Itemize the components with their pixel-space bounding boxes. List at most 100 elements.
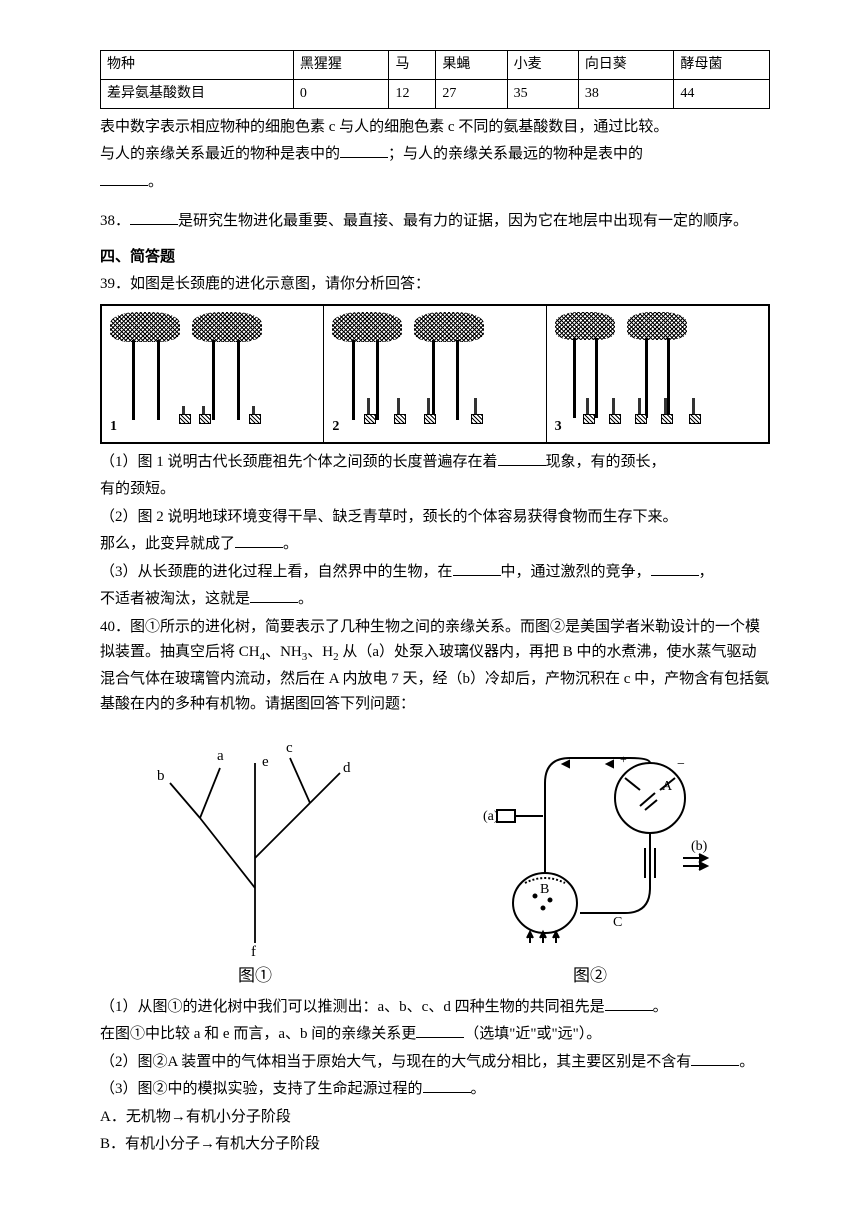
blank-q40-3[interactable]: [423, 1077, 471, 1093]
td-wheat: 35: [507, 79, 578, 108]
node-e: e: [262, 754, 269, 770]
td-yeast: 44: [674, 79, 770, 108]
td-sunflower: 38: [578, 79, 674, 108]
q39-3-line2: 不适者被淘汰，这就是 。: [100, 587, 770, 613]
blank-q40-2[interactable]: [691, 1050, 739, 1066]
q39-intro: 39．如图是长颈鹿的进化示意图，请你分析回答：: [100, 272, 770, 298]
node-b: b: [157, 768, 165, 784]
fig1-label: 图①: [238, 962, 272, 991]
blank-q39-3a[interactable]: [453, 560, 501, 576]
q40-i2: 、NH: [265, 644, 302, 660]
q39-1b: 现象，有的颈长，: [546, 454, 666, 470]
q40-3: （3）图②中的模拟实验，支持了生命起源过程的 。: [100, 1077, 770, 1103]
td-label: 差异氨基酸数目: [101, 79, 294, 108]
q39-3e: 。: [298, 591, 313, 607]
th-yeast: 酵母菌: [674, 51, 770, 80]
blank-q39-2[interactable]: [235, 532, 283, 548]
node-a: a: [217, 748, 224, 764]
blank-q39-3c[interactable]: [250, 587, 298, 603]
table-caption-3: 。: [100, 170, 770, 196]
panel-label-2: 2: [332, 415, 339, 439]
q39-diagram: 1 2 3: [100, 304, 770, 444]
blank-q39-3b[interactable]: [651, 560, 699, 576]
q40-2a: （2）图②A 装置中的气体相当于原始大气，与现在的大气成分相比，其主要区别是不含…: [100, 1054, 691, 1070]
q39-2a: （2）图 2 说明地球环境变得干旱、缺乏青草时，颈长的个体容易获得食物而生存下来…: [100, 505, 770, 531]
td-horse: 12: [389, 79, 436, 108]
panel-label-3: 3: [555, 415, 562, 439]
td-fly: 27: [436, 79, 507, 108]
fig2-container: + − A B C (a) (b) 图②: [455, 728, 725, 991]
lab-C: C: [613, 915, 622, 930]
q39-panel-2: 2: [323, 306, 545, 442]
q40-1-line1: （1）从图①的进化树中我们可以推测出：a、b、c、d 四种生物的共同祖先是 。: [100, 995, 770, 1021]
node-d: d: [343, 760, 351, 776]
q39-intro-text: 如图是长颈鹿的进化示意图，请你分析回答：: [130, 276, 430, 292]
fig2-apparatus: + − A B C (a) (b): [455, 728, 725, 958]
blank-q40-1a[interactable]: [605, 995, 653, 1011]
th-sunflower: 向日葵: [578, 51, 674, 80]
q39-2c: 。: [283, 536, 298, 552]
svg-text:+: +: [620, 752, 627, 766]
q40-3a: （3）图②中的模拟实验，支持了生命起源过程的: [100, 1081, 423, 1097]
q39-panel-3: 3: [546, 306, 768, 442]
q40-figures: a b c d e f 图①: [100, 728, 770, 991]
q39-1a: （1）图 1 说明古代长颈鹿祖先个体之间颈的长度普遍存在着: [100, 454, 498, 470]
q40-intro: 40．图①所示的进化树，简要表示了几种生物之间的亲缘关系。而图②是美国学者米勒设…: [100, 615, 770, 718]
q39-panel-1: 1: [102, 306, 323, 442]
table-caption-2: 与人的亲缘关系最近的物种是表中的 ；与人的亲缘关系最远的物种是表中的: [100, 142, 770, 168]
fig2-label: 图②: [573, 962, 607, 991]
q40-3b: 。: [471, 1081, 486, 1097]
caption-2b: ；与人的亲缘关系最远的物种是表中的: [388, 146, 643, 162]
q40-i3: 、H: [307, 644, 333, 660]
blank-q39-1[interactable]: [498, 450, 546, 466]
th-fly: 果蝇: [436, 51, 507, 80]
fig1-tree: a b c d e f: [145, 728, 365, 958]
fig1-container: a b c d e f 图①: [145, 728, 365, 991]
th-wheat: 小麦: [507, 51, 578, 80]
q39-1: （1）图 1 说明古代长颈鹿祖先个体之间颈的长度普遍存在着 现象，有的颈长，: [100, 450, 770, 476]
q38-text: 是研究生物进化最重要、最直接、最有力的证据，因为它在地层中出现有一定的顺序。: [178, 213, 748, 229]
node-c: c: [286, 740, 293, 756]
svg-text:−: −: [677, 757, 685, 772]
q39-3-line1: （3）从长颈鹿的进化过程上看，自然界中的生物，在 中，通过激烈的竞争， ，: [100, 560, 770, 586]
q40-1c: 在图①中比较 a 和 e 而言，a、b 间的亲缘关系更: [100, 1026, 416, 1042]
q39-2b: 那么，此变异就成了: [100, 536, 235, 552]
q39-num: 39．: [100, 276, 130, 292]
blank-q38[interactable]: [130, 209, 178, 225]
q39-1c: 有的颈短。: [100, 477, 770, 503]
q39-3d: 不适者被淘汰，这就是: [100, 591, 250, 607]
q40-num: 40．: [100, 619, 130, 635]
q40-1-line2: 在图①中比较 a 和 e 而言，a、b 间的亲缘关系更 （选填"近"或"远"）。: [100, 1022, 770, 1048]
caption-3: 。: [148, 174, 163, 190]
lab-a: (a): [483, 809, 499, 824]
q39-3c: ，: [699, 564, 714, 580]
lab-A: A: [662, 779, 673, 794]
q40-1b: 。: [653, 999, 668, 1015]
th-chimp: 黑猩猩: [293, 51, 389, 80]
q38: 38． 是研究生物进化最重要、最直接、最有力的证据，因为它在地层中出现有一定的顺序…: [100, 209, 770, 235]
q40-1a: （1）从图①的进化树中我们可以推测出：a、b、c、d 四种生物的共同祖先是: [100, 999, 605, 1015]
q39-2-line2: 那么，此变异就成了 。: [100, 532, 770, 558]
q40-2: （2）图②A 装置中的气体相当于原始大气，与现在的大气成分相比，其主要区别是不含…: [100, 1050, 770, 1076]
caption-2a: 与人的亲缘关系最近的物种是表中的: [100, 146, 340, 162]
th-horse: 马: [389, 51, 436, 80]
th-species: 物种: [101, 51, 294, 80]
q38-num: 38．: [100, 213, 130, 229]
q40-2b: 。: [739, 1054, 754, 1070]
table-caption-1: 表中数字表示相应物种的细胞色素 c 与人的细胞色素 c 不同的氨基酸数目，通过比…: [100, 115, 770, 141]
panel-label-1: 1: [110, 415, 117, 439]
lab-B: B: [540, 882, 549, 897]
q39-3a: （3）从长颈鹿的进化过程上看，自然界中的生物，在: [100, 564, 453, 580]
q40-optB: B．有机小分子→有机大分子阶段: [100, 1132, 770, 1158]
blank-q40-1b[interactable]: [416, 1022, 464, 1038]
lab-b: (b): [691, 839, 708, 854]
q39-3b: 中，通过激烈的竞争，: [501, 564, 651, 580]
blank-farthest[interactable]: [100, 170, 148, 186]
q40-1d: （选填"近"或"远"）。: [464, 1026, 601, 1042]
td-chimp: 0: [293, 79, 389, 108]
node-f: f: [251, 944, 256, 958]
species-table: 物种 黑猩猩 马 果蝇 小麦 向日葵 酵母菌 差异氨基酸数目 0 12 27 3…: [100, 50, 770, 109]
q40-optA: A．无机物→有机小分子阶段: [100, 1105, 770, 1131]
section-4-title: 四、简答题: [100, 245, 770, 271]
blank-closest[interactable]: [340, 142, 388, 158]
